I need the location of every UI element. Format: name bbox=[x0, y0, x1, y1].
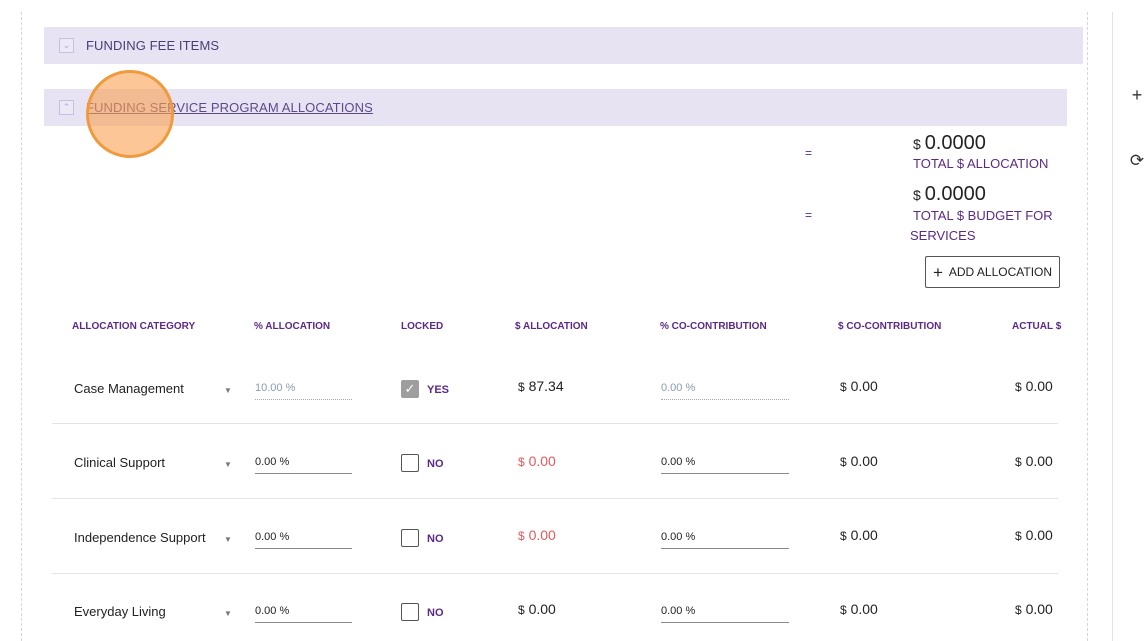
caret-down-icon[interactable]: ▼ bbox=[224, 386, 232, 395]
table-row: Case Management ▼ 10.00 % ✓ YES $ 87.34 … bbox=[52, 349, 1058, 424]
allocation-amount: $ 0.00 bbox=[518, 601, 556, 617]
category-select[interactable]: Case Management bbox=[74, 381, 184, 396]
pct-allocation-input[interactable]: 0.00 % bbox=[255, 531, 352, 549]
locked-checkbox[interactable] bbox=[401, 603, 419, 621]
table-row: Everyday Living ▼ 0.00 % NO $ 0.00 0.00 … bbox=[52, 574, 1058, 641]
funding-service-program-header[interactable]: ⌃ FUNDING SERVICE PROGRAM ALLOCATIONS bbox=[44, 89, 1067, 126]
allocation-amount: $ 0.00 bbox=[518, 453, 556, 469]
total-budget-value: $ 0.0000 bbox=[913, 183, 986, 205]
locked-label: NO bbox=[427, 533, 444, 545]
category-select[interactable]: Everyday Living bbox=[74, 604, 166, 619]
allocation-amount: $ 0.00 bbox=[518, 527, 556, 543]
co-contribution-pct-input[interactable]: 0.00 % bbox=[661, 382, 789, 400]
locked-checkbox[interactable] bbox=[401, 529, 419, 547]
side-panel-border bbox=[1112, 12, 1113, 641]
allocation-amount: $ 87.34 bbox=[518, 378, 564, 394]
total-allocation-value: $ 0.0000 bbox=[913, 132, 986, 154]
locked-label: NO bbox=[427, 607, 444, 619]
locked-checkbox[interactable]: ✓ bbox=[401, 380, 419, 398]
table-row: Clinical Support ▼ 0.00 % NO $ 0.00 0.00… bbox=[52, 424, 1058, 499]
refresh-icon[interactable]: ⟳ bbox=[1129, 151, 1145, 170]
plus-icon: + bbox=[932, 262, 943, 282]
header-pct-co-contribution: % CO-CONTRIBUTION bbox=[660, 321, 767, 332]
caret-down-icon[interactable]: ▼ bbox=[224, 609, 232, 618]
header-actual: ACTUAL $ bbox=[1012, 321, 1062, 332]
table-row: Independence Support ▼ 0.00 % NO $ 0.00 … bbox=[52, 499, 1058, 574]
co-contribution-amount: $ 0.00 bbox=[840, 453, 878, 469]
header-allocation-category: ALLOCATION CATEGORY bbox=[72, 321, 196, 332]
co-contribution-amount: $ 0.00 bbox=[840, 527, 878, 543]
chevron-up-icon[interactable]: ⌃ bbox=[59, 100, 74, 115]
content-left-border bbox=[21, 12, 22, 641]
co-contribution-pct-input[interactable]: 0.00 % bbox=[661, 456, 789, 474]
co-contribution-amount: $ 0.00 bbox=[840, 601, 878, 617]
total-budget-label-line2: SERVICES bbox=[910, 228, 976, 243]
pct-allocation-input[interactable]: 10.00 % bbox=[255, 382, 352, 400]
total-budget-label-line1: TOTAL $ BUDGET FOR bbox=[913, 208, 1053, 223]
locked-label: NO bbox=[427, 458, 444, 470]
add-allocation-button[interactable]: + ADD ALLOCATION bbox=[925, 256, 1060, 288]
content-right-border bbox=[1087, 12, 1088, 641]
locked-checkbox[interactable] bbox=[401, 454, 419, 472]
header-locked: LOCKED bbox=[401, 321, 444, 332]
header-dollar-co-contribution: $ CO-CONTRIBUTION bbox=[838, 321, 942, 332]
pct-allocation-input[interactable]: 0.00 % bbox=[255, 456, 352, 474]
co-contribution-amount: $ 0.00 bbox=[840, 378, 878, 394]
add-allocation-label: ADD ALLOCATION bbox=[948, 265, 1053, 279]
actual-amount: $ 0.00 bbox=[1015, 378, 1053, 394]
caret-down-icon[interactable]: ▼ bbox=[224, 460, 232, 469]
header-dollar-allocation: $ ALLOCATION bbox=[515, 321, 588, 332]
add-icon[interactable]: + bbox=[1131, 85, 1143, 105]
category-select[interactable]: Clinical Support bbox=[74, 455, 166, 470]
caret-down-icon[interactable]: ▼ bbox=[224, 535, 232, 544]
click-indicator bbox=[86, 70, 174, 158]
budget-equals-sign: = bbox=[805, 208, 813, 222]
total-allocation-label: TOTAL $ ALLOCATION bbox=[913, 156, 1049, 171]
actual-amount: $ 0.00 bbox=[1015, 527, 1053, 543]
pct-allocation-input[interactable]: 0.00 % bbox=[255, 605, 352, 623]
co-contribution-pct-input[interactable]: 0.00 % bbox=[661, 605, 789, 623]
category-select[interactable]: Independence Support bbox=[74, 530, 206, 545]
locked-label: YES bbox=[427, 384, 450, 396]
funding-fee-items-header[interactable]: ⌄ FUNDING FEE ITEMS bbox=[44, 27, 1083, 64]
header-pct-allocation: % ALLOCATION bbox=[254, 321, 331, 332]
co-contribution-pct-input[interactable]: 0.00 % bbox=[661, 531, 789, 549]
funding-fee-items-title: FUNDING FEE ITEMS bbox=[86, 38, 220, 53]
actual-amount: $ 0.00 bbox=[1015, 601, 1053, 617]
allocation-equals-sign: = bbox=[805, 146, 813, 160]
chevron-down-icon[interactable]: ⌄ bbox=[59, 38, 74, 53]
actual-amount: $ 0.00 bbox=[1015, 453, 1053, 469]
